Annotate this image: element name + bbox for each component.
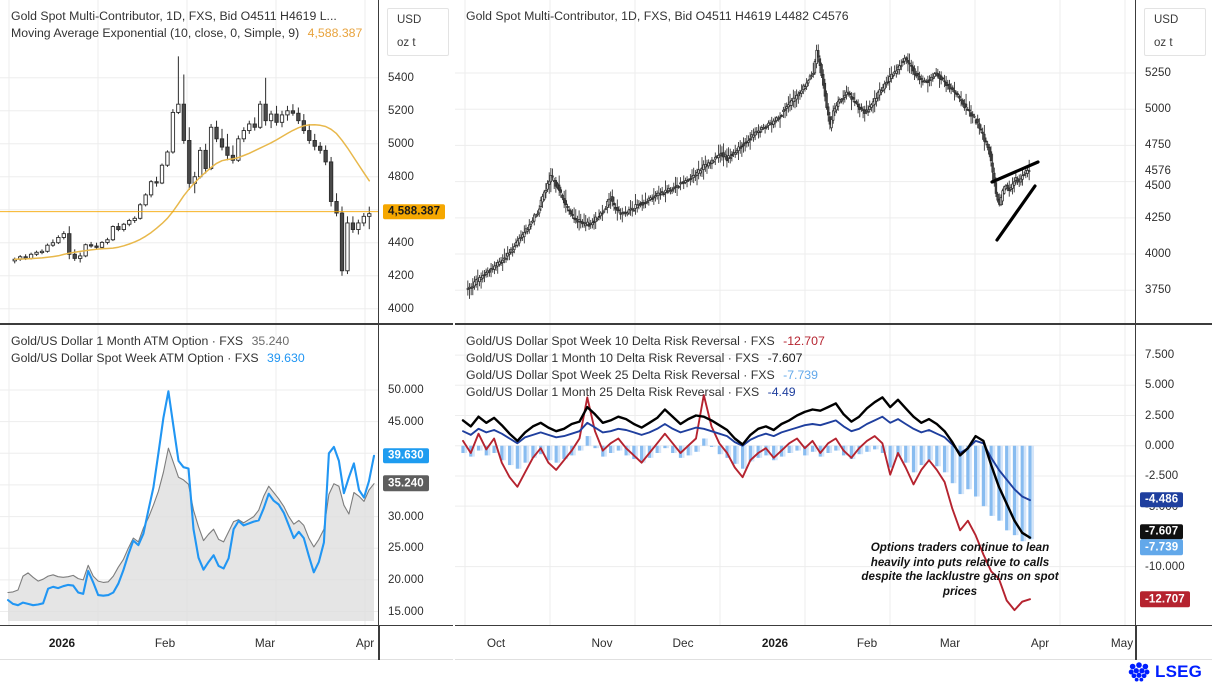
y-axis-price-badge[interactable]: -4.486 [1140, 492, 1184, 508]
unit-label-box: USD oz t [1144, 8, 1206, 56]
panel-gold-spot-3m[interactable]: Gold Spot Multi-Contributor, 1D, FXS, Bi… [0, 0, 378, 323]
y-axis-tick-label: 4800 [388, 170, 414, 183]
lseg-mark-icon [1128, 662, 1150, 682]
plot-area-gold-spot-3m[interactable] [0, 0, 378, 323]
y-axis-price-badge[interactable]: 4,588.387 [383, 203, 446, 220]
x-axis-month-label: Feb [856, 635, 878, 650]
x-axis-month-label: Dec [672, 635, 694, 650]
x-axis-month-label: Apr [355, 635, 375, 650]
y-axis-tick-label: 50.000 [388, 383, 424, 396]
plot-area-gold-spot-9m[interactable] [455, 0, 1135, 323]
y-axis-tick-label: 0.000 [1145, 439, 1175, 452]
x-axis-month-label: Mar [254, 635, 276, 650]
panel-atm-vol[interactable]: Gold/US Dollar 1 Month ATM Option · FXS … [0, 325, 378, 625]
y-axis-gold-spot-9m[interactable]: USD oz t 5250 5000 4750 4250 4000 3750 4500 457… [1135, 0, 1212, 323]
panel-risk-reversals[interactable]: Gold/US Dollar Spot Week 10 Delta Risk R… [455, 325, 1135, 625]
y-axis-tick-label: 5250 [1145, 66, 1171, 79]
y-axis-price-badge[interactable]: -12.707 [1140, 591, 1190, 608]
lseg-wordmark: LSEG [1155, 662, 1203, 681]
x-axis-right-edge [1135, 625, 1137, 660]
x-axis-month-label: Mar [939, 635, 961, 650]
y-axis-gold-spot-3m[interactable]: USD oz t 5400520050004800457644004200400… [378, 0, 453, 323]
x-axis-month-label: Nov [591, 635, 613, 650]
y-axis-price-badge[interactable]: 39.630 [383, 447, 429, 464]
x-axis-year-label: 2026 [48, 635, 76, 650]
y-axis-price-badge[interactable]: 35.240 [383, 475, 429, 492]
y-axis-tick-label: 5000 [388, 137, 414, 150]
panel-divider-left [0, 323, 453, 325]
y-axis-tick-label: 5000 [1145, 103, 1171, 116]
y-axis-price-badge[interactable]: -7.739 [1140, 539, 1184, 556]
y-axis-tick-label: -10.000 [1145, 560, 1185, 573]
x-axis-left-edge [378, 625, 380, 660]
y-axis-risk-reversals[interactable]: 7.5005.0002.5000.000-2.500-10.000-5.000-… [1135, 325, 1212, 625]
y-axis-atm-vol[interactable]: 50.000 45.000 30.000 25.000 20.000 15.000 39.6… [378, 325, 453, 625]
y-axis-tick-label: 20.000 [388, 573, 424, 586]
plot-area-atm-vol[interactable] [0, 325, 378, 625]
y-axis-tick-label: 30.000 [388, 510, 424, 523]
y-axis-tick-label: -2.500 [1145, 469, 1179, 482]
y-axis-tick-label: 5.000 [1145, 379, 1175, 392]
x-axis-left[interactable]: 2026 Feb Mar Apr [0, 625, 453, 660]
y-axis-tick-label: 4200 [388, 269, 414, 282]
y-axis-tick-label: 5400 [388, 71, 414, 84]
unit-label-box: USD oz t [387, 8, 449, 56]
y-axis-tick-label: 4576 [1145, 164, 1171, 177]
x-axis-month-label: May [1110, 635, 1134, 650]
x-axis-right[interactable]: Oct Nov Dec 2026 Feb Mar Apr May [455, 625, 1212, 660]
y-axis-tick-label: 25.000 [388, 542, 424, 555]
y-axis-tick-label: 4250 [1145, 211, 1171, 224]
panel-gold-spot-9m[interactable]: Gold Spot Multi-Contributor, 1D, FXS, Bi… [455, 0, 1135, 323]
unit-measure: oz t [1154, 37, 1173, 49]
y-axis-tick-label: 5200 [388, 104, 414, 117]
plot-area-risk-reversals[interactable] [455, 325, 1135, 625]
y-axis-tick-label: 2.500 [1145, 409, 1175, 422]
panel-divider-right [455, 323, 1212, 325]
y-axis-tick-label: 4000 [1145, 248, 1171, 261]
lseg-logo: LSEG [1128, 662, 1202, 682]
y-axis-price-badge[interactable]: -7.607 [1140, 523, 1184, 540]
unit-currency: USD [1154, 14, 1179, 26]
unit-measure: oz t [397, 37, 416, 49]
y-axis-tick-label: 4000 [388, 302, 414, 315]
y-axis-tick-label: 45.000 [388, 415, 424, 428]
chart-annotation: Options traders continue to lean heavily… [861, 541, 1059, 598]
x-axis-month-label: Apr [1030, 635, 1050, 650]
x-axis-month-label: Oct [486, 635, 506, 650]
y-axis-tick-label: 3750 [1145, 284, 1171, 297]
y-axis-tick-label: 4400 [388, 236, 414, 249]
x-axis-month-label: Feb [154, 635, 176, 650]
y-axis-tick-label: 4750 [1145, 139, 1171, 152]
y-axis-tick-label: 4500 [1145, 179, 1171, 192]
x-axis-year-label: 2026 [761, 635, 789, 650]
y-axis-tick-label: 7.500 [1145, 349, 1175, 362]
y-axis-tick-label: 15.000 [388, 605, 424, 618]
unit-currency: USD [397, 14, 422, 26]
